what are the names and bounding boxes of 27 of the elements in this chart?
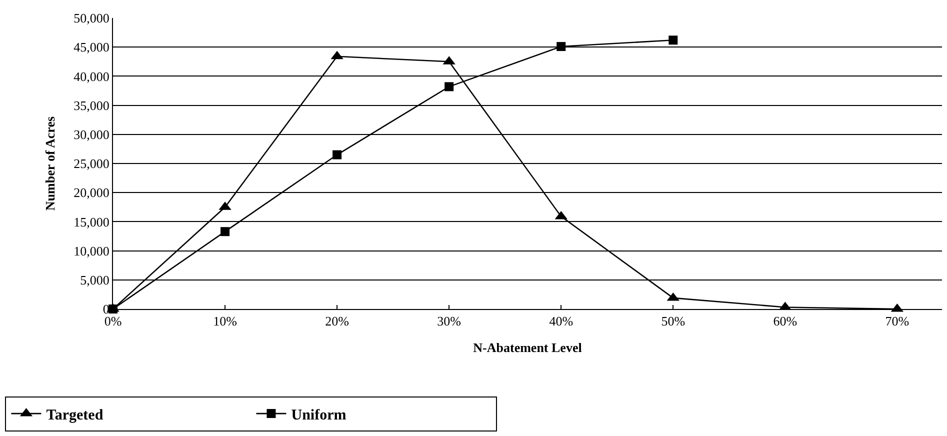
x-tick-label: 0% [104, 314, 122, 329]
point [332, 150, 342, 160]
x-tick-label: 70% [885, 314, 910, 329]
y-tick-label: 20,000 [74, 185, 110, 200]
point [668, 36, 678, 45]
y-tick-label: 45,000 [74, 40, 110, 55]
x-tick-label: 50% [661, 314, 686, 329]
point [444, 82, 454, 92]
y-tick-label: 5,000 [80, 272, 110, 288]
legend-label: Targeted [46, 407, 104, 424]
y-tick-label: 15,000 [74, 214, 110, 230]
y-tick-label: 30,000 [74, 126, 110, 142]
y-tick-label: 50,000 [74, 10, 110, 26]
y-tick-label: 40,000 [74, 68, 110, 84]
y-axis-title: Number of Acres [42, 116, 58, 211]
x-tick-label: 20% [325, 314, 350, 329]
x-tick-label: 40% [549, 314, 574, 329]
y-tick-label: 35,000 [74, 98, 110, 113]
point [220, 227, 230, 236]
x-axis-title: N-Abatement Level [473, 340, 582, 356]
x-tick-label: 30% [437, 314, 462, 329]
y-tick-label: 25,000 [74, 156, 110, 172]
x-tick-label: 60% [773, 314, 798, 329]
x-tick-label: 10% [213, 314, 238, 329]
legend-label: Uniform [291, 407, 347, 424]
y-tick-label: 10,000 [74, 243, 110, 258]
point [556, 42, 566, 52]
